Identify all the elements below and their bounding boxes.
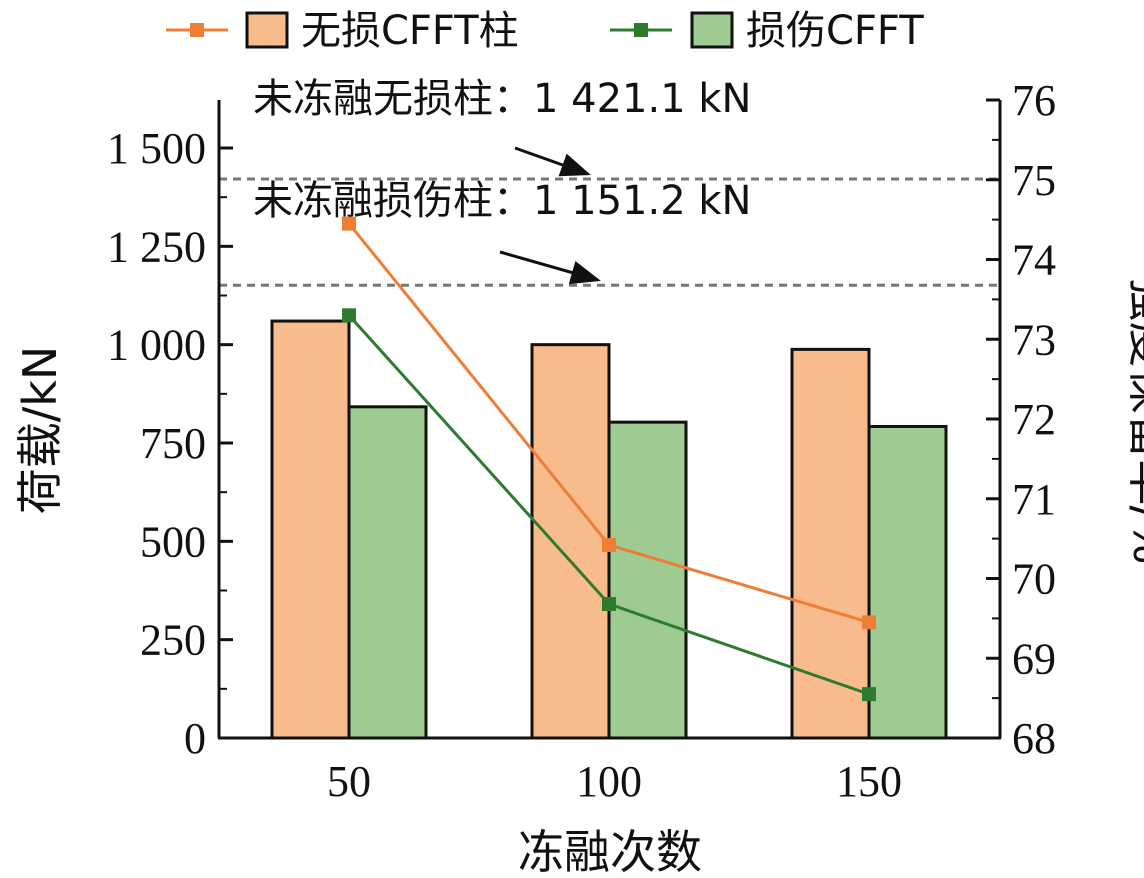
- y-ticks: 0 250 500 750 1 000 1 250 1 500: [107, 124, 233, 763]
- bar-s1-100: [530, 343, 611, 740]
- y-tick-label-750: 750: [140, 419, 206, 468]
- y2-ticks: 68 69 70 71 72 73 74 75 76: [986, 76, 1056, 763]
- line-series: [342, 216, 876, 702]
- reference-label-2: 未冻融损伤柱：1 151.2 kN: [253, 178, 751, 224]
- legend-bar-2-label: 损伤CFFT: [746, 8, 924, 54]
- x-tick-label-150: 150: [836, 757, 902, 806]
- y-tick-label-0: 0: [184, 714, 206, 763]
- line-point-s1-50: [342, 216, 356, 231]
- line-point-s2-150: [862, 687, 876, 702]
- x-tick-label-50: 50: [327, 757, 371, 806]
- line-point-s1-100: [602, 538, 616, 553]
- legend-bar-2-swatch: [690, 11, 734, 49]
- reference-arrow-2: [499, 250, 601, 285]
- y2-tick-label-71: 71: [1012, 475, 1056, 524]
- x-ticks: 50 100 150: [327, 726, 902, 806]
- y2-tick-label-70: 70: [1012, 555, 1056, 604]
- line-point-s2-100: [602, 597, 616, 612]
- y2-tick-label-73: 73: [1012, 315, 1056, 364]
- x-axis-title: 冻融次数: [518, 825, 702, 878]
- legend-line-2-marker: [634, 23, 648, 37]
- bar-s2-150: [867, 424, 948, 740]
- legend: 无损CFFT柱 损伤CFFT: [166, 8, 924, 54]
- reference-label-1: 未冻融无损柱：1 421.1 kN: [253, 76, 751, 122]
- line-point-s2-50: [342, 308, 356, 323]
- legend-line-1-marker: [190, 23, 204, 37]
- y2-tick-label-68: 68: [1012, 714, 1056, 763]
- reference-arrow-1: [514, 146, 591, 177]
- y2-tick-label-72: 72: [1012, 395, 1056, 444]
- y-tick-label-1500: 1 500: [107, 124, 206, 173]
- y2-tick-label-69: 69: [1012, 634, 1056, 683]
- y2-tick-label-75: 75: [1012, 156, 1056, 205]
- y-tick-label-250: 250: [140, 616, 206, 665]
- legend-bar-1-label: 无损CFFT柱: [301, 8, 519, 54]
- bar-s2-100: [607, 420, 688, 740]
- y-axis-title: 荷载/kN: [13, 346, 67, 515]
- line-point-s1-150: [862, 615, 876, 630]
- x-tick-label-100: 100: [576, 757, 642, 806]
- legend-bar-1-swatch: [245, 11, 289, 49]
- y2-tick-label-74: 74: [1012, 236, 1056, 285]
- y-tick-label-500: 500: [140, 517, 206, 566]
- bar-s1-50: [270, 319, 351, 740]
- y-tick-label-1250: 1 250: [107, 222, 206, 271]
- y2-tick-label-76: 76: [1012, 76, 1056, 125]
- bars: [270, 319, 948, 740]
- y-tick-label-1000: 1 000: [107, 321, 206, 370]
- reference-lines: 未冻融无损柱：1 421.1 kN 未冻融损伤柱：1 151.2 kN: [219, 76, 1000, 287]
- bar-s2-50: [347, 405, 428, 740]
- y2-axis-title: 强度保留率/%: [1123, 275, 1144, 564]
